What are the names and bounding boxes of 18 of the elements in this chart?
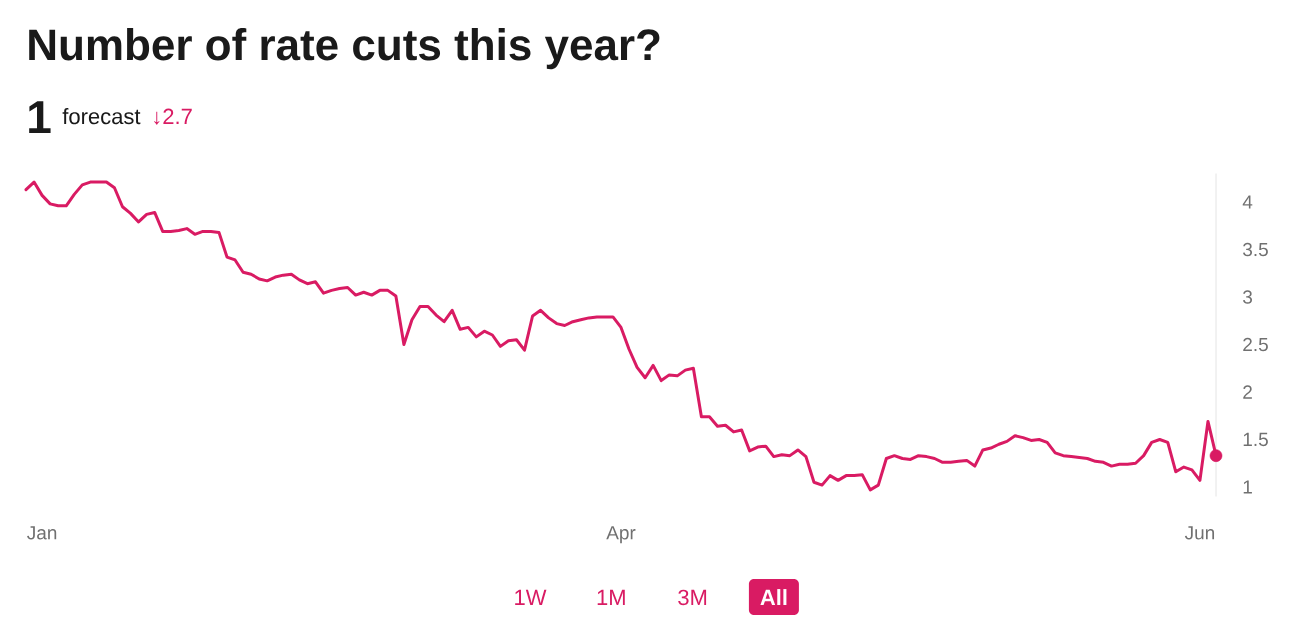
text: ↓2.7 [154, 108, 192, 125]
text: All [760, 589, 787, 605]
x-tick-label: Apr [606, 526, 636, 544]
y-tick-label: 2 [1243, 385, 1252, 399]
text: 1 [29, 101, 51, 133]
text: forecast [62, 108, 141, 125]
y-tick-label: 2.5 [1243, 337, 1268, 352]
x-tick-label: Jun [1184, 526, 1215, 540]
y-tick-label: 3.5 [1243, 242, 1268, 257]
text: 3M [678, 589, 707, 606]
y-tick-label: 1.5 [1243, 432, 1268, 447]
x-tick-label: Jan [27, 526, 57, 540]
y-tick-label: 4 [1242, 195, 1253, 209]
text: 1W [515, 589, 547, 605]
chart-title: Number of rate cuts this year? [29, 28, 660, 70]
y-tick-label: 3 [1243, 290, 1253, 304]
y-tick-label: 1 [1243, 480, 1252, 494]
text: 1M [597, 589, 625, 605]
